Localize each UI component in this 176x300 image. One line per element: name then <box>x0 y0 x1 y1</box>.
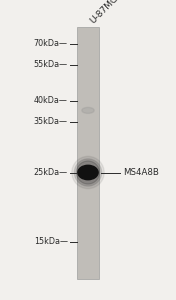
Bar <box>77 27 99 279</box>
Text: 55kDa—: 55kDa— <box>34 60 68 69</box>
Ellipse shape <box>82 107 94 113</box>
Text: 25kDa—: 25kDa— <box>34 168 68 177</box>
Text: 35kDa—: 35kDa— <box>34 117 68 126</box>
Ellipse shape <box>76 161 100 184</box>
Ellipse shape <box>74 159 102 186</box>
Text: MS4A8B: MS4A8B <box>123 168 159 177</box>
Ellipse shape <box>78 165 98 180</box>
Text: U-87MG: U-87MG <box>89 0 120 26</box>
Text: 70kDa—: 70kDa— <box>34 39 68 48</box>
Text: 40kDa—: 40kDa— <box>34 96 68 105</box>
Text: 15kDa—: 15kDa— <box>34 237 68 246</box>
Ellipse shape <box>72 156 104 189</box>
